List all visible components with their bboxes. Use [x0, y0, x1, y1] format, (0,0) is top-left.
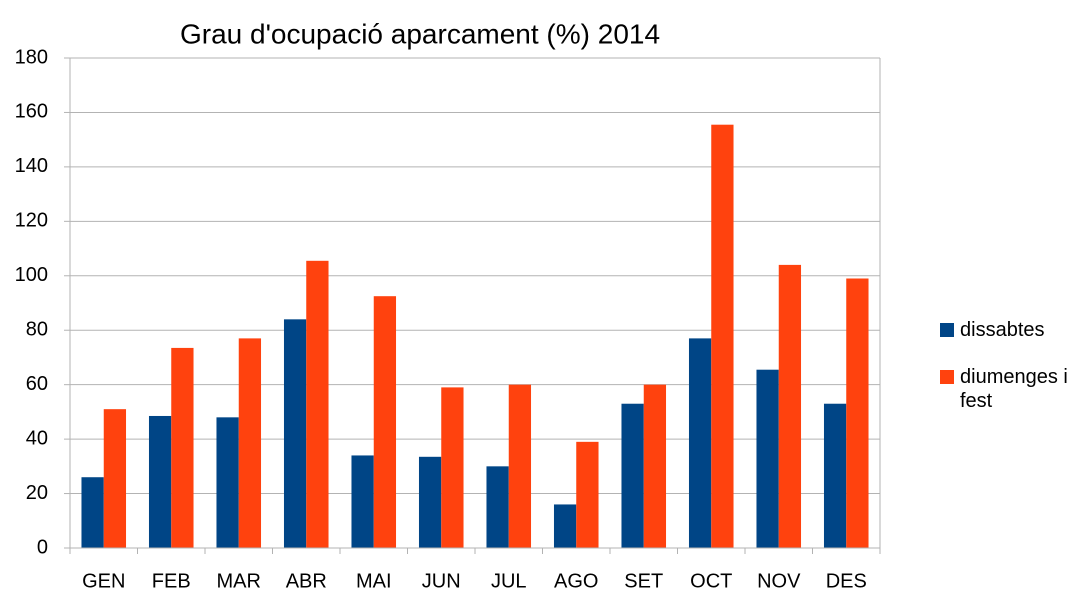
- x-tick-label: SET: [624, 570, 663, 592]
- x-tick-label: NOV: [757, 570, 801, 592]
- bar: [148, 415, 172, 548]
- bar: [778, 264, 802, 548]
- legend-item: dissabtes: [940, 318, 1075, 342]
- bar: [486, 466, 509, 548]
- legend-label: diumenges i fest: [960, 366, 1068, 412]
- x-tick-label: JUN: [422, 570, 461, 592]
- x-tick-label: MAR: [217, 570, 261, 592]
- bar: [81, 477, 104, 548]
- x-tick-label: FEB: [152, 570, 191, 592]
- x-tick-label: GEN: [82, 570, 125, 592]
- bar: [823, 403, 847, 548]
- y-tick-label: 40: [26, 427, 48, 449]
- legend-item: diumenges i fest: [940, 365, 1075, 413]
- y-tick-label: 160: [15, 101, 48, 123]
- bar: [238, 338, 262, 548]
- bar: [171, 347, 194, 548]
- bar: [621, 403, 644, 548]
- legend-swatch: [940, 323, 954, 337]
- bar: [846, 278, 869, 548]
- x-tick-label: MAI: [356, 570, 392, 592]
- bar: [418, 456, 442, 548]
- bar: [508, 384, 532, 548]
- y-tick-label: 0: [37, 536, 48, 558]
- bar: [216, 417, 239, 548]
- y-tick-label: 80: [26, 319, 48, 341]
- legend-swatch: [940, 370, 954, 384]
- y-tick-label: 180: [15, 46, 48, 68]
- bar: [351, 455, 374, 548]
- y-tick-label: 20: [26, 482, 48, 504]
- x-tick-label: JUL: [491, 570, 527, 592]
- bar: [576, 441, 599, 548]
- x-tick-label: AGO: [554, 570, 598, 592]
- bar: [306, 260, 329, 548]
- bar: [103, 409, 127, 548]
- bar: [643, 384, 667, 548]
- x-tick-label: ABR: [286, 570, 327, 592]
- bar: [688, 338, 712, 548]
- bar: [711, 124, 734, 548]
- x-tick-label: OCT: [690, 570, 732, 592]
- chart-title: Grau d'ocupació aparcament (%) 2014: [180, 18, 660, 49]
- bar: [553, 504, 577, 548]
- legend-label: dissabtes: [960, 319, 1045, 341]
- y-tick-label: 120: [15, 210, 48, 232]
- bar: [756, 369, 779, 548]
- bar: [373, 296, 397, 548]
- y-tick-label: 140: [15, 155, 48, 177]
- y-tick-label: 60: [26, 373, 48, 395]
- y-tick-label: 100: [15, 264, 48, 286]
- bar: [441, 387, 464, 548]
- bar: [283, 319, 307, 548]
- x-tick-label: DES: [826, 570, 867, 592]
